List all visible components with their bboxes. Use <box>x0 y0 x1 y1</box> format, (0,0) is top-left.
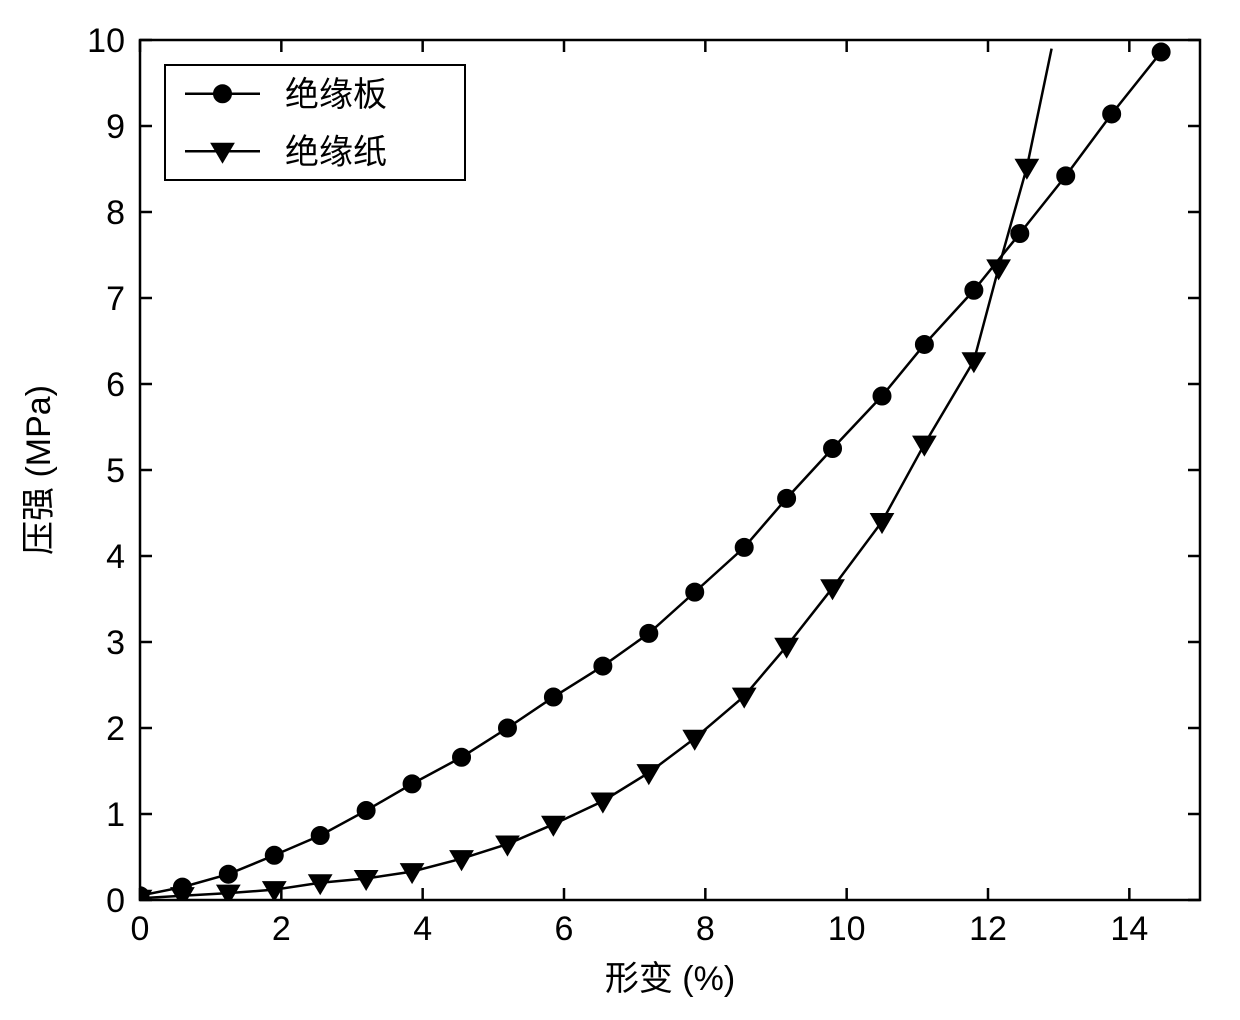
data-marker-circle <box>1152 43 1170 61</box>
y-tick-label: 1 <box>106 796 125 834</box>
y-tick-label: 9 <box>106 108 125 146</box>
x-tick-label: 12 <box>969 910 1007 948</box>
data-marker-circle <box>594 657 612 675</box>
data-marker-circle <box>498 719 516 737</box>
legend-label: 绝缘板 <box>285 76 387 114</box>
x-tick-label: 2 <box>272 910 291 948</box>
data-marker-triangle <box>217 885 240 905</box>
data-marker-triangle <box>871 514 894 534</box>
chart-container: 02468101214012345678910形变 (%)压强 (MPa)绝缘板… <box>0 0 1240 1020</box>
x-axis-label: 形变 (%) <box>605 960 735 998</box>
y-tick-label: 10 <box>87 22 125 60</box>
data-marker-circle <box>778 489 796 507</box>
y-tick-label: 3 <box>106 624 125 662</box>
data-marker-triangle <box>913 436 936 456</box>
series-extrapolation <box>1027 49 1052 168</box>
x-tick-label: 6 <box>555 910 574 948</box>
data-marker-triangle <box>637 765 660 785</box>
data-marker-circle <box>824 440 842 458</box>
data-marker-circle <box>1011 225 1029 243</box>
data-marker-circle <box>403 775 421 793</box>
x-tick-label: 10 <box>828 910 866 948</box>
data-marker-triangle <box>683 730 706 750</box>
data-marker-triangle <box>962 353 985 373</box>
y-axis-label: 压强 (MPa) <box>20 385 58 555</box>
data-marker-circle <box>265 846 283 864</box>
data-marker-circle <box>311 827 329 845</box>
data-marker-triangle <box>733 688 756 708</box>
data-marker-triangle <box>591 793 614 813</box>
data-marker-triangle <box>542 816 565 836</box>
legend-label: 绝缘纸 <box>285 133 387 171</box>
data-marker-circle <box>214 85 232 103</box>
data-marker-circle <box>1103 105 1121 123</box>
data-marker-circle <box>915 335 933 353</box>
x-tick-label: 8 <box>696 910 715 948</box>
data-marker-circle <box>357 802 375 820</box>
y-tick-label: 0 <box>106 882 125 920</box>
data-marker-circle <box>219 865 237 883</box>
x-tick-label: 0 <box>131 910 150 948</box>
chart-svg: 02468101214012345678910形变 (%)压强 (MPa)绝缘板… <box>0 0 1240 1020</box>
y-tick-label: 5 <box>106 452 125 490</box>
data-marker-circle <box>640 624 658 642</box>
y-tick-label: 8 <box>106 194 125 232</box>
data-marker-circle <box>544 688 562 706</box>
y-tick-label: 7 <box>106 280 125 318</box>
data-marker-circle <box>453 748 471 766</box>
x-tick-label: 14 <box>1110 910 1148 948</box>
data-marker-circle <box>686 583 704 601</box>
y-tick-label: 4 <box>106 538 125 576</box>
data-marker-circle <box>735 538 753 556</box>
y-tick-label: 6 <box>106 366 125 404</box>
y-tick-label: 2 <box>106 710 125 748</box>
data-marker-circle <box>1057 167 1075 185</box>
series-line <box>140 167 1027 898</box>
data-marker-circle <box>873 387 891 405</box>
x-tick-label: 4 <box>413 910 432 948</box>
data-marker-circle <box>965 281 983 299</box>
